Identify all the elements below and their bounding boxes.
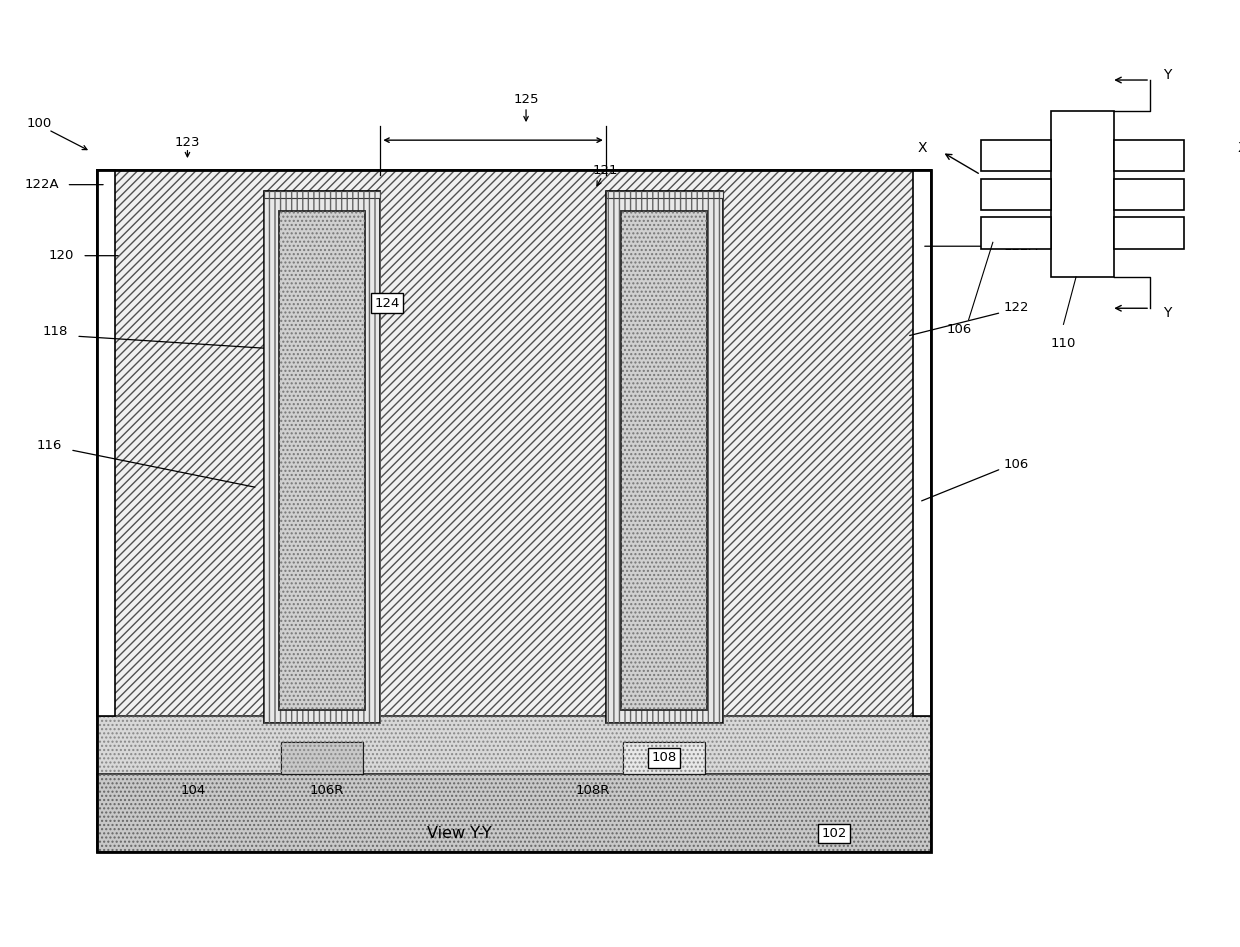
Bar [981, 218, 1050, 249]
Bar [981, 139, 1050, 170]
Bar [621, 211, 707, 710]
Text: X: X [1238, 141, 1240, 155]
Text: 116: 116 [36, 438, 62, 452]
Bar [624, 742, 706, 774]
Bar [621, 211, 707, 710]
Text: 104: 104 [181, 784, 206, 797]
Bar [605, 191, 723, 199]
Text: 118: 118 [42, 325, 68, 338]
Text: 106: 106 [1003, 457, 1029, 471]
Bar [624, 742, 706, 774]
Text: 102: 102 [822, 827, 847, 840]
Text: Y: Y [1163, 306, 1171, 320]
Bar [605, 191, 723, 723]
Text: 120: 120 [48, 249, 73, 262]
Bar [281, 742, 363, 774]
Text: 108R: 108R [575, 784, 610, 797]
Text: 110: 110 [1050, 337, 1076, 349]
Bar [913, 170, 931, 716]
Bar [264, 191, 381, 723]
Bar [1114, 139, 1184, 170]
Text: X: X [918, 141, 928, 155]
Bar [97, 170, 931, 716]
Text: 124: 124 [374, 296, 399, 310]
Bar [279, 211, 365, 710]
Text: 122A: 122A [1003, 240, 1038, 253]
Text: View Y-Y: View Y-Y [427, 826, 492, 841]
Bar [281, 742, 363, 774]
Bar [279, 211, 365, 710]
Text: 123: 123 [175, 135, 200, 149]
Text: Y: Y [1163, 68, 1171, 82]
Text: 106R: 106R [309, 784, 343, 797]
Text: 125: 125 [513, 93, 539, 106]
Bar [97, 774, 931, 852]
Text: 122: 122 [1003, 301, 1029, 314]
Bar [1050, 111, 1114, 277]
Text: 106: 106 [946, 323, 972, 335]
Bar [264, 191, 381, 199]
Bar [97, 716, 931, 774]
Bar [981, 179, 1050, 210]
Bar [264, 191, 381, 199]
Bar [97, 716, 931, 774]
Bar [97, 774, 931, 852]
Bar [1114, 218, 1184, 249]
Bar [97, 170, 931, 716]
Text: 100: 100 [26, 116, 52, 130]
Text: 122A: 122A [25, 178, 58, 191]
Text: 121: 121 [593, 164, 618, 177]
Bar [97, 170, 115, 716]
Bar [264, 191, 381, 723]
Bar [605, 191, 723, 199]
Bar [1114, 179, 1184, 210]
Text: 108: 108 [651, 752, 677, 764]
Bar [97, 170, 931, 852]
Bar [605, 191, 723, 723]
